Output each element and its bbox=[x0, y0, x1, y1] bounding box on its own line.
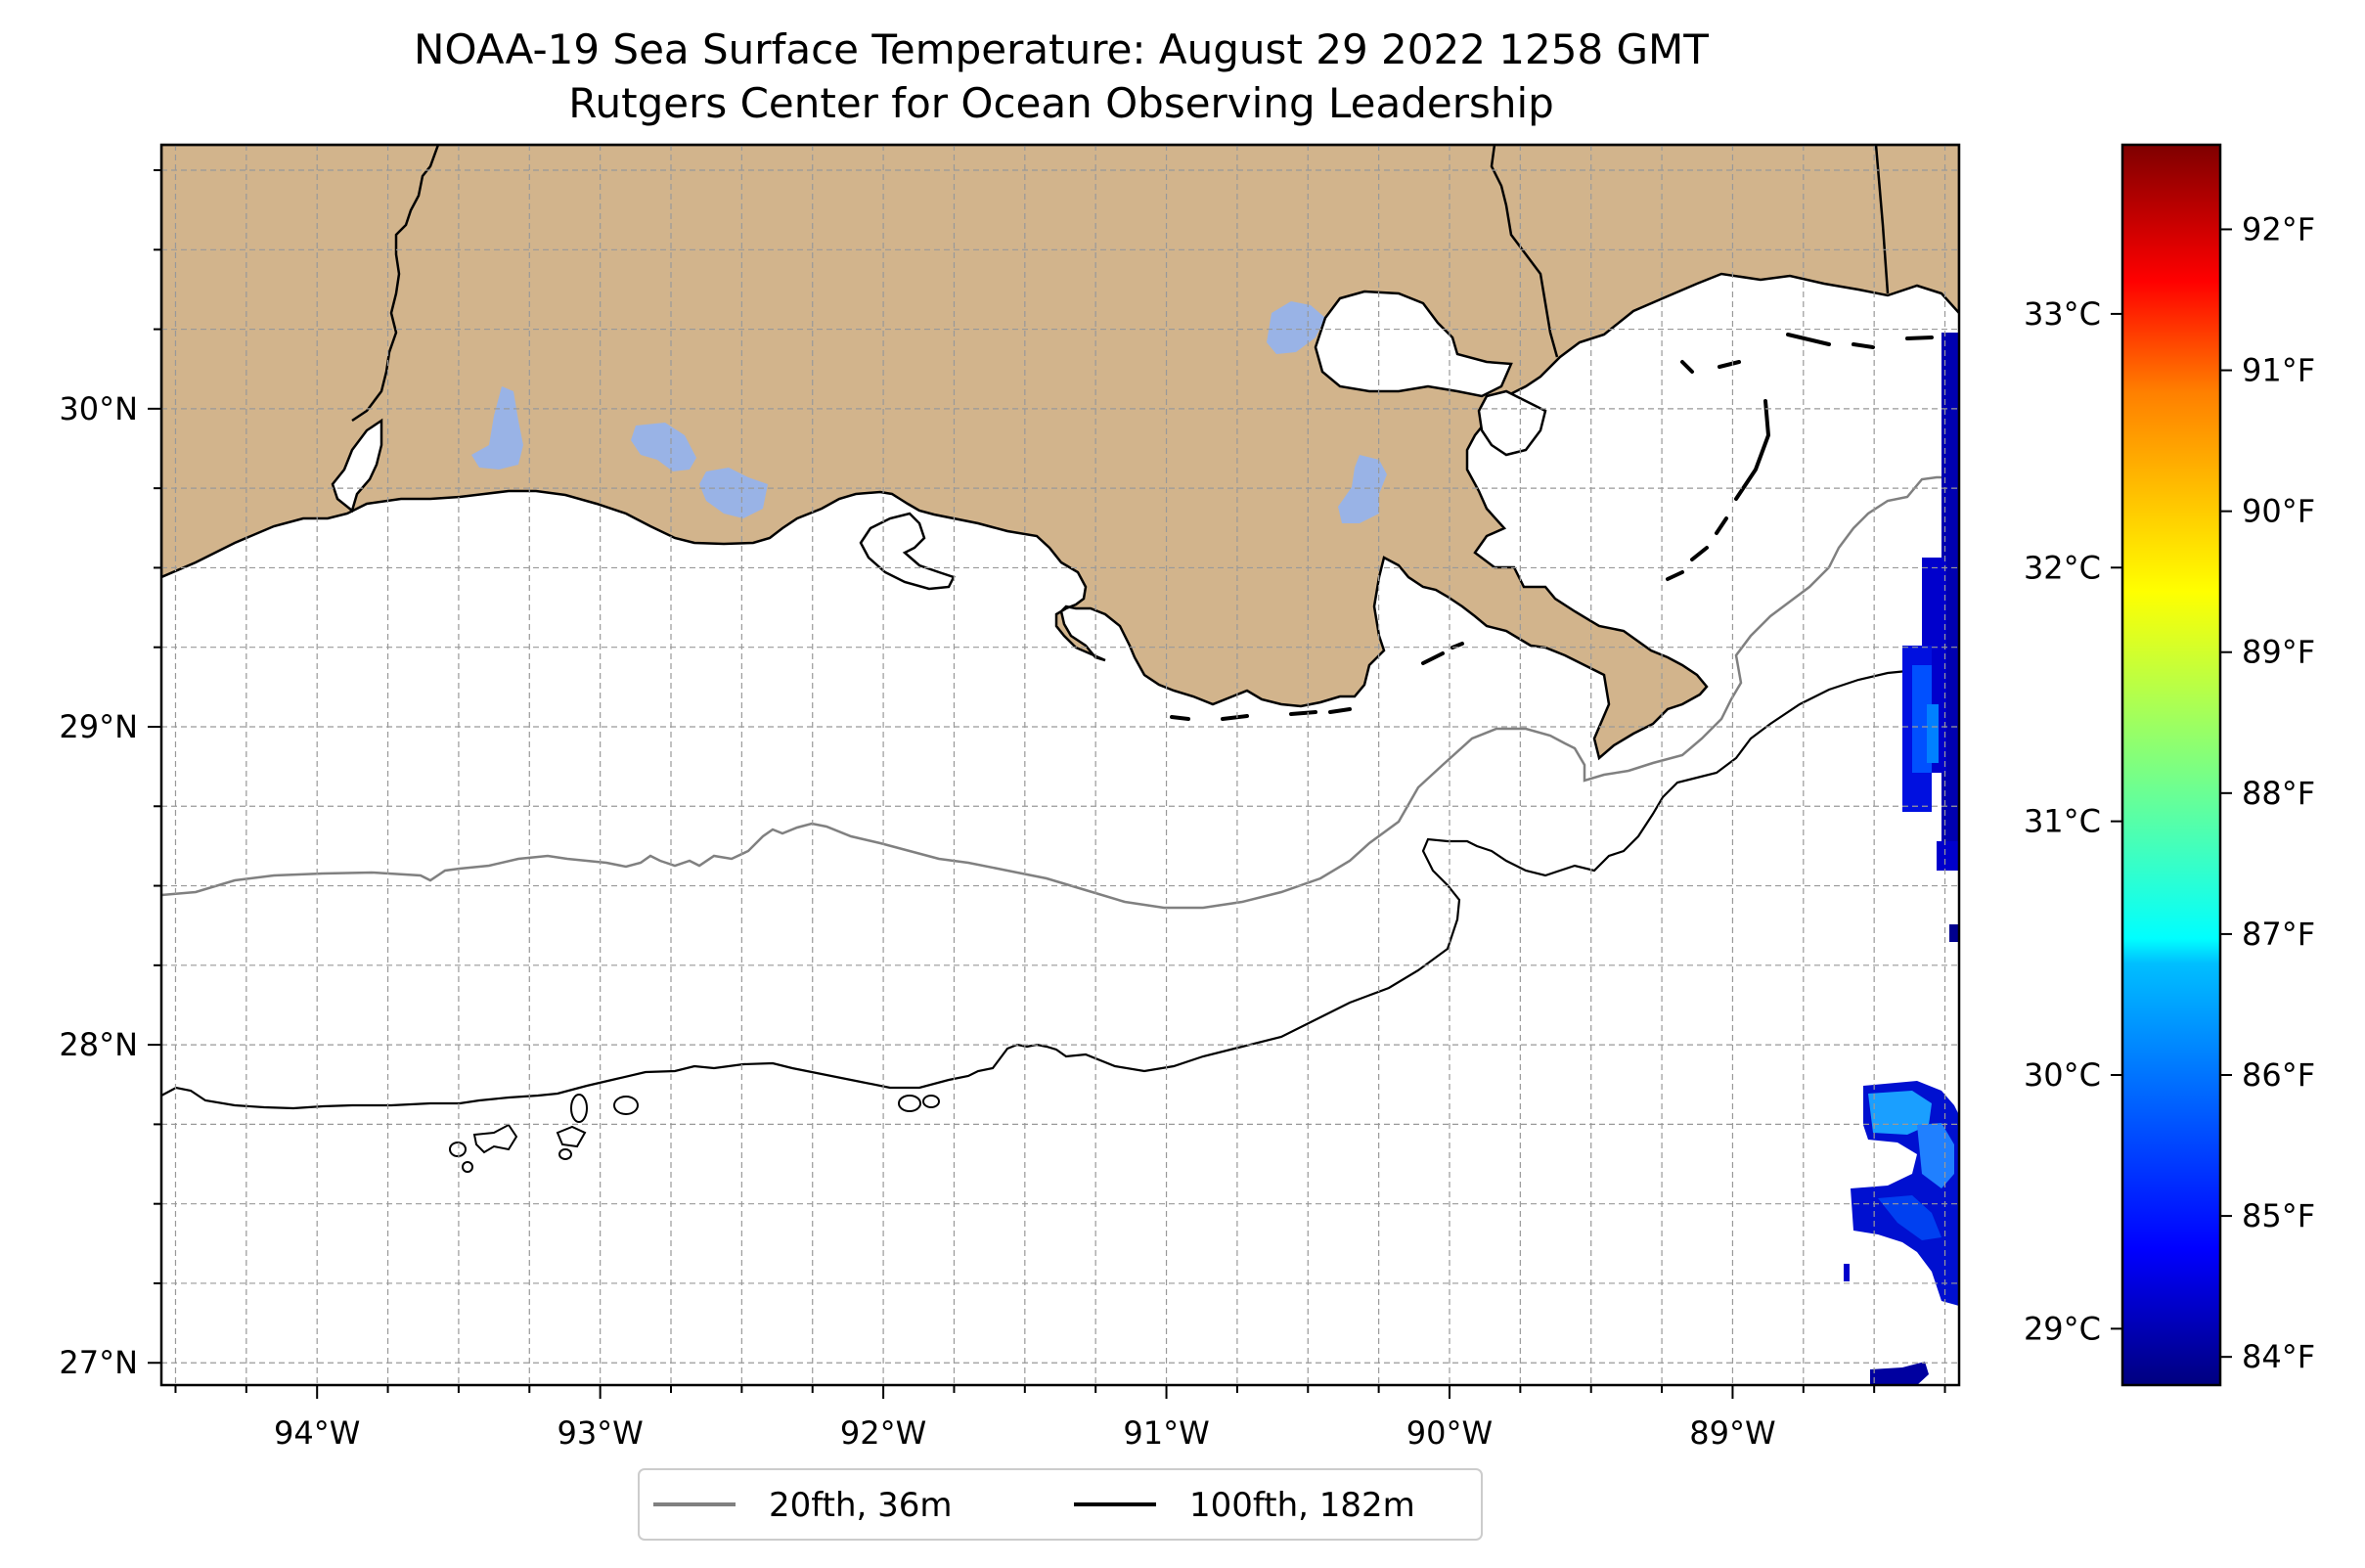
shoal bbox=[449, 1142, 467, 1157]
lon-tick-label: 94°W bbox=[274, 1414, 360, 1452]
map-subtitle: Rutgers Center for Ocean Observing Leade… bbox=[568, 79, 1554, 127]
legend-label-20fth: 20fth, 36m bbox=[769, 1486, 953, 1525]
barrier-island bbox=[1328, 707, 1352, 714]
inland-water bbox=[1314, 290, 1513, 398]
lon-tick-label: 92°W bbox=[840, 1414, 926, 1452]
sst-pixel bbox=[1927, 704, 1939, 763]
lakes bbox=[471, 301, 1387, 523]
barrier-island bbox=[1905, 336, 1934, 340]
colorbar-gradient bbox=[2120, 143, 2222, 1387]
shoal bbox=[570, 1094, 588, 1123]
lat-tick-label: 30°N bbox=[59, 390, 138, 427]
lon-tick-label: 91°W bbox=[1123, 1414, 1209, 1452]
sst-pixel bbox=[1844, 1264, 1850, 1281]
state-boundary bbox=[1874, 145, 1890, 294]
lat-tick-label: 29°N bbox=[59, 708, 138, 745]
colorbar-fahrenheit-ticks: 84°F 85°F 86°F 87°F 88°F 89°F 90°F 91°F 92°F bbox=[2220, 210, 2315, 1375]
gridlines bbox=[161, 145, 1959, 1385]
barrier-island bbox=[1786, 333, 1831, 346]
shoal bbox=[613, 1096, 639, 1115]
shoal bbox=[922, 1095, 940, 1108]
legend-label-100fth: 100fth, 182m bbox=[1189, 1486, 1415, 1525]
sst-pixel bbox=[1878, 1195, 1941, 1240]
barrier-island bbox=[1170, 715, 1190, 721]
sst-pixel bbox=[1868, 1091, 1932, 1135]
barrier-island bbox=[1680, 360, 1694, 374]
map-area bbox=[161, 145, 1959, 1385]
colorbar-f-label: 90°F bbox=[2242, 493, 2315, 530]
sst-data bbox=[1844, 333, 1959, 1385]
barrier-island bbox=[1734, 399, 1771, 501]
lat-tick-label: 28°N bbox=[59, 1026, 138, 1063]
state-boundary bbox=[1490, 145, 1559, 358]
barrier-island bbox=[1221, 714, 1249, 721]
lake bbox=[631, 423, 696, 471]
colorbar-f-label: 86°F bbox=[2242, 1056, 2315, 1094]
longitude-axis: 94°W 93°W 92°W 91°W 90°W 89°W bbox=[174, 1385, 1946, 1452]
shoal bbox=[462, 1161, 473, 1173]
legend-box bbox=[638, 1468, 1483, 1541]
state-boundaries bbox=[351, 145, 1890, 423]
barrier-island bbox=[1289, 710, 1317, 716]
colorbar-f-label: 91°F bbox=[2242, 352, 2315, 389]
colorbar-c-label: 33°C bbox=[2024, 295, 2101, 333]
sst-pixel bbox=[1949, 924, 1959, 942]
lake bbox=[471, 386, 523, 470]
lon-tick-label: 90°W bbox=[1406, 1414, 1493, 1452]
inland-water bbox=[331, 418, 383, 514]
colorbar-f-label: 88°F bbox=[2242, 775, 2315, 812]
shoal bbox=[556, 1125, 587, 1148]
lon-tick-label: 89°W bbox=[1689, 1414, 1775, 1452]
inland-waters bbox=[331, 290, 1547, 591]
colorbar-c-label: 29°C bbox=[2024, 1310, 2101, 1347]
colorbar-f-label: 87°F bbox=[2242, 916, 2315, 953]
shoal bbox=[472, 1123, 518, 1154]
colorbar: 84°F 85°F 86°F 87°F 88°F 89°F 90°F 91°F 92°F 29°… bbox=[2024, 143, 2315, 1387]
lon-tick-label: 93°W bbox=[557, 1414, 643, 1452]
shoal bbox=[558, 1148, 572, 1160]
colorbar-c-label: 32°C bbox=[2024, 549, 2101, 586]
barrier-island bbox=[1715, 516, 1728, 535]
colorbar-f-label: 89°F bbox=[2242, 634, 2315, 671]
lat-tick-label: 27°N bbox=[59, 1344, 138, 1381]
sst-pixel bbox=[1937, 841, 1959, 871]
barrier-island bbox=[1852, 342, 1875, 349]
shoals bbox=[449, 1094, 940, 1173]
lake bbox=[699, 468, 768, 518]
lake bbox=[1338, 455, 1387, 523]
map-frame bbox=[159, 143, 1961, 1387]
legend: 20fth, 36m 100fth, 182m bbox=[638, 1468, 1483, 1541]
land bbox=[161, 145, 1959, 761]
latitude-axis: 30°N 29°N 28°N 27°N bbox=[59, 169, 161, 1381]
state-boundary bbox=[351, 145, 440, 423]
colorbar-f-label: 84°F bbox=[2242, 1338, 2315, 1375]
isobath-20fth bbox=[161, 475, 1959, 910]
barrier-island bbox=[1666, 570, 1684, 581]
isobath-100fth bbox=[161, 661, 1959, 1110]
sst-pixel bbox=[1870, 1362, 1929, 1385]
map-title: NOAA-19 Sea Surface Temperature: August … bbox=[414, 25, 1709, 73]
barrier-island bbox=[1421, 651, 1445, 665]
colorbar-f-label: 85°F bbox=[2242, 1197, 2315, 1234]
shoal bbox=[898, 1095, 921, 1112]
colorbar-c-label: 31°C bbox=[2024, 803, 2101, 840]
colorbar-celsius-ticks: 29°C 30°C 31°C 32°C 33°C bbox=[2024, 295, 2122, 1347]
barrier-island bbox=[1690, 546, 1709, 561]
lake bbox=[1267, 301, 1325, 354]
colorbar-c-label: 30°C bbox=[2024, 1056, 2101, 1094]
colorbar-f-label: 92°F bbox=[2242, 210, 2315, 247]
barrier-island bbox=[1718, 360, 1741, 369]
inland-water bbox=[1477, 389, 1547, 457]
